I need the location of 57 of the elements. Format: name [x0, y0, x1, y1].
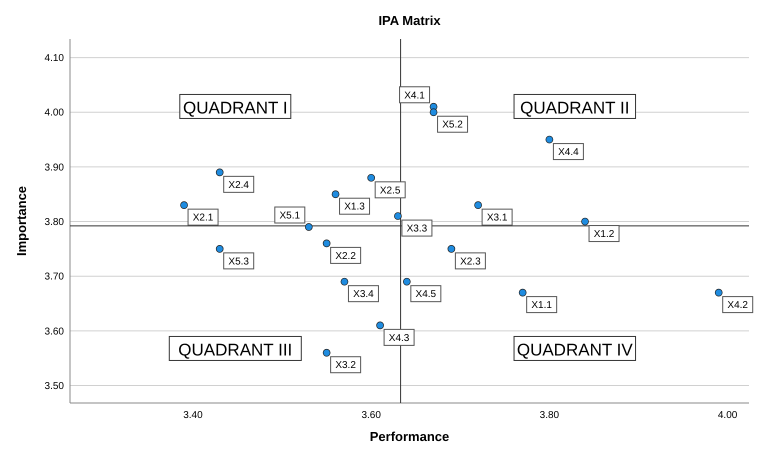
point — [394, 212, 402, 220]
annotation: X4.4 — [558, 147, 580, 158]
annotation: X2.4 — [228, 180, 250, 191]
point — [216, 245, 224, 253]
annotation: QUADRANT II — [520, 98, 630, 118]
y-tick-label: 3.80 — [44, 217, 64, 228]
point — [448, 245, 456, 253]
annotation: X1.3 — [344, 202, 366, 213]
point — [581, 218, 589, 226]
point — [322, 348, 330, 357]
point — [376, 322, 384, 330]
point — [180, 201, 188, 209]
annotation: X4.1 — [404, 90, 426, 102]
point — [322, 240, 330, 248]
annotation: X2.5 — [380, 185, 401, 196]
annotation: X4.2 — [727, 300, 748, 312]
annotation: X5.1 — [280, 210, 301, 222]
point — [518, 288, 527, 296]
x-tick-label: 3.60 — [361, 410, 382, 421]
annotation: QUADRANT I — [183, 98, 288, 118]
annotation: QUADRANT III — [178, 340, 292, 360]
point — [340, 278, 348, 286]
y-tick-label: 3.50 — [44, 381, 64, 392]
y-tick-label: 4.00 — [44, 108, 64, 119]
annotation: X1.2 — [594, 229, 615, 240]
annotation: X2.3 — [460, 256, 482, 268]
y-tick-label: 3.60 — [44, 326, 64, 338]
y-tick-label: 3.70 — [44, 272, 64, 283]
x-tick-label: 4.00 — [718, 410, 738, 421]
point — [546, 136, 554, 144]
y-axis-title: Importance — [14, 186, 29, 256]
annotation: X5.3 — [228, 256, 250, 268]
annotation: QUADRANT IV — [516, 340, 634, 360]
x-tick-label: 3.80 — [540, 410, 560, 421]
y-tick-label: 3.90 — [44, 162, 64, 174]
x-axis-title: Performance — [370, 429, 450, 444]
point — [430, 108, 438, 116]
point — [332, 190, 340, 198]
annotation: X3.1 — [486, 212, 508, 224]
annotation: X3.2 — [335, 360, 356, 372]
annotation: X2.1 — [192, 212, 214, 224]
point — [402, 278, 411, 286]
point — [304, 223, 313, 231]
y-tick-label: 4.10 — [44, 53, 64, 64]
point — [474, 201, 482, 209]
point — [216, 168, 224, 176]
annotation: X4.3 — [388, 332, 410, 344]
point — [714, 288, 723, 296]
x-tick-label: 3.40 — [183, 410, 204, 421]
point — [367, 174, 376, 182]
annotation: X1.1 — [531, 300, 552, 312]
annotation: X3.3 — [406, 224, 428, 235]
chart-title: IPA Matrix — [378, 13, 442, 28]
annotation: X5.2 — [442, 120, 464, 131]
annotation: X4.5 — [416, 289, 437, 300]
annotation: X2.2 — [335, 250, 356, 262]
annotation: X3.4 — [353, 289, 374, 300]
